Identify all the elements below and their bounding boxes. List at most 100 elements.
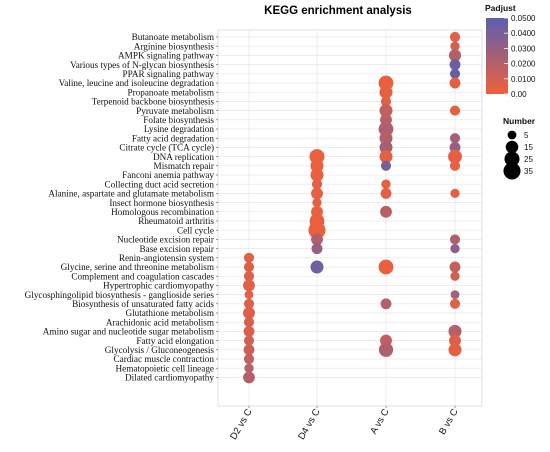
colorbar-tick-label: 0.0100 [511,75,536,84]
bubble-point [310,168,324,182]
y-tick-label: Citrate cycle (TCA cycle) [119,143,214,153]
y-tick-label: Base excision repair [140,244,215,254]
size-legend-dot [503,162,521,180]
y-tick-label: Valine, leucine and isoleucine degradati… [59,78,215,88]
bubble-point [243,279,255,292]
bubble-point [378,342,394,357]
bubble-point [449,298,461,309]
padjust-legend-title: Padjust [485,3,516,13]
bubble-point [243,325,255,337]
bubble-point [378,121,394,137]
y-tick-label: Amino sugar and nucleotide sugar metabol… [43,327,214,337]
bubble-point [244,363,254,373]
bubble-point [381,179,391,189]
bubble-point [243,344,255,356]
bubble-point [448,324,462,338]
bubble-point [449,334,461,347]
number-legend: Number 5 15 25 35 [503,116,536,180]
bubble-point [450,290,460,299]
bubble-point [243,261,255,273]
y-tick-label: Butanoate metabolism [132,32,214,42]
y-tick-label: Homologous recombination [111,207,214,217]
bubble-point [379,150,393,164]
bubble-point [379,85,393,99]
bubble-point [243,307,255,319]
bubble-point [449,234,461,245]
bubble-point [379,131,393,145]
bubble-point [448,49,462,62]
y-tick-label: Glutathione metabolism [125,308,214,318]
y-tick-label: DNA replication [153,152,214,162]
colorbar-tick-label: 0.0300 [511,44,536,53]
bubble-point [380,187,392,199]
bubble-point [308,221,326,239]
plot-panel [217,29,483,407]
bubble-point [310,159,324,173]
size-legend-label: 15 [524,143,533,152]
bubble-point [448,149,462,164]
bubble-point [311,243,323,255]
colorbar-tick-label: 0.00 [511,90,527,99]
bubble-point [309,149,325,165]
y-tick-label: Nucleotide excision repair [117,235,214,245]
bubble-point [378,259,394,275]
x-tick-label: A vs C [368,407,391,436]
bubble-point [449,160,461,171]
colorbar-tick-label: 0.0200 [511,60,536,69]
padjust-legend: Padjust 0.0500 0.0400 0.0300 0.0200 0.0100 0.… [485,3,536,99]
bubble-point [449,31,461,43]
y-tick-label: Arginine biosynthesis [134,41,215,51]
bubble-point [311,187,323,200]
size-legend-dot [505,140,519,154]
padjust-colorbar [486,18,508,94]
y-tick-label: Various types of N-glycan biosynthesis [70,60,214,70]
bubble-point [449,105,461,116]
bubble-point [449,59,461,71]
bubble-point [449,77,461,89]
bubble-point [450,243,460,254]
bubble-point [312,197,322,208]
bubble-point [380,298,392,310]
bubble-point [379,140,393,154]
colorbar-tick-label: 0.0500 [511,14,536,23]
y-tick-label: Alanine, aspartate and glutamate metabol… [48,189,214,199]
y-tick-label: Complement and coagulation cascades [71,271,214,281]
y-tick-label: PPAR signaling pathway [122,69,214,79]
x-category-labels: D2 vs C D4 vs C A vs C B vs C [228,406,461,442]
size-legend-label: 5 [524,131,529,140]
y-tick-label: Cell cycle [177,225,214,235]
bubble-point [449,68,461,79]
y-tick-label: Insect hormone biosynthesis [109,198,214,208]
bubble-point [243,371,255,384]
bubble-point [450,41,460,51]
y-tick-label: Hypertrophic cardiomyopathy [103,281,214,291]
bubble-point [378,75,394,91]
bubble-point [380,96,392,107]
x-tick-label: D4 vs C [296,407,322,442]
y-tick-label: Glycine, serine and threonine metabolism [61,262,214,272]
x-tick-label: D2 vs C [228,407,254,442]
bubble-point [449,133,461,144]
bubble-point [243,252,255,263]
y-tick-label: Propanoate metabolism [128,87,215,97]
y-tick-label: Glycolysis / Gluconeogenesis [105,345,215,355]
y-tick-label: Fatty acid degradation [132,133,215,143]
y-tick-label: Fatty acid elongation [136,336,214,346]
bubble-point [379,104,393,118]
number-legend-title: Number [503,116,536,126]
bubble-point [311,233,323,246]
y-tick-label: Folate biosynthesis [143,115,214,125]
y-tick-label: Lysine degradation [144,124,215,134]
bubble-point [311,179,323,190]
bubble-point [449,141,461,153]
y-tick-label: Hematopoietic cell lineage [116,363,214,373]
y-tick-label: Terpenoid backbone biosynthesis [92,97,215,107]
bubble-point [450,188,460,199]
y-tick-label: Dilated cardiomyopathy [125,373,214,383]
bubble-point [449,261,461,273]
y-tick-label: Rheumatoid arthritis [138,216,214,226]
bubble-point [243,317,255,328]
